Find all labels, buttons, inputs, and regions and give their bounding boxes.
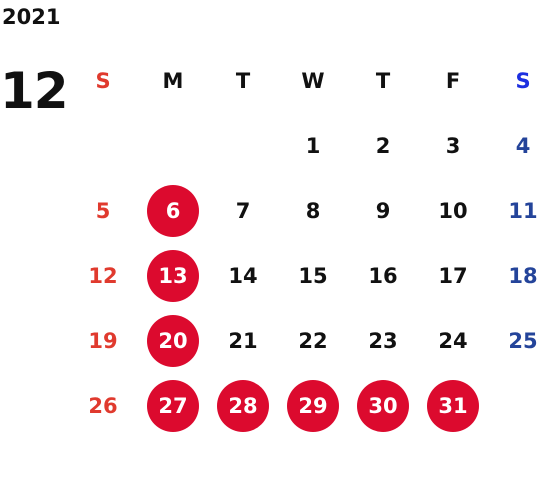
day-cell-holiday: 27	[138, 373, 208, 438]
day-cell: 16	[368, 263, 398, 288]
day-cell	[68, 113, 138, 178]
day-cell-holiday: 30	[348, 373, 418, 438]
day-cell-holiday: 29	[278, 373, 348, 438]
week-row: 1 2 3 4	[68, 113, 548, 178]
holiday-marker: 28	[217, 379, 269, 432]
day-cell: 8	[305, 198, 321, 223]
day-cell: 7	[235, 198, 251, 223]
holiday-marker: 29	[287, 379, 339, 432]
day-cell: 23	[368, 328, 398, 353]
day-cell: 5	[95, 198, 111, 223]
weekday-saturday: S	[515, 68, 531, 93]
day-cell: 14	[228, 263, 258, 288]
day-cell: 22	[298, 328, 328, 353]
weekday-monday: M	[162, 68, 184, 93]
day-cell-holiday: 6	[138, 178, 208, 243]
day-cell: 3	[445, 133, 461, 158]
weekday-friday: F	[445, 68, 461, 93]
day-cell: 9	[375, 198, 391, 223]
day-cell-holiday: 28	[208, 373, 278, 438]
weekday-sunday: S	[95, 68, 111, 93]
weekday-header-row: S M T W T F S	[68, 48, 548, 113]
day-cell: 10	[438, 198, 468, 223]
week-row: 19 20 21 22 23 24 25	[68, 308, 548, 373]
holiday-marker: 31	[427, 379, 479, 432]
weekday-wednesday: W	[301, 68, 325, 93]
holiday-marker: 6	[147, 184, 199, 237]
holiday-marker: 13	[147, 249, 199, 302]
month-number: 12	[0, 62, 69, 120]
day-cell: 2	[375, 133, 391, 158]
day-cell-holiday: 31	[418, 373, 488, 438]
holiday-marker: 27	[147, 379, 199, 432]
day-cell: 17	[438, 263, 468, 288]
day-cell: 11	[508, 198, 538, 223]
calendar-grid: S M T W T F S 1 2 3 4 5 6 7 8 9 10 11 12…	[68, 48, 548, 438]
weekday-thursday: T	[375, 68, 391, 93]
day-cell: 25	[508, 328, 538, 353]
day-cell	[138, 113, 208, 178]
day-cell: 19	[88, 328, 118, 353]
day-cell: 15	[298, 263, 328, 288]
holiday-marker: 30	[357, 379, 409, 432]
year-label: 2021	[2, 5, 61, 29]
day-cell: 12	[88, 263, 118, 288]
week-row: 26 27 28 29 30 31	[68, 373, 548, 438]
day-cell: 26	[88, 393, 118, 418]
day-cell-holiday: 20	[138, 308, 208, 373]
day-cell: 18	[508, 263, 538, 288]
day-cell: 1	[305, 133, 321, 158]
day-cell-holiday: 13	[138, 243, 208, 308]
day-cell	[208, 113, 278, 178]
day-cell: 21	[228, 328, 258, 353]
day-cell	[488, 373, 548, 438]
week-row: 12 13 14 15 16 17 18	[68, 243, 548, 308]
day-cell: 4	[515, 133, 531, 158]
holiday-marker: 20	[147, 314, 199, 367]
weekday-tuesday: T	[235, 68, 251, 93]
week-row: 5 6 7 8 9 10 11	[68, 178, 548, 243]
day-cell: 24	[438, 328, 468, 353]
